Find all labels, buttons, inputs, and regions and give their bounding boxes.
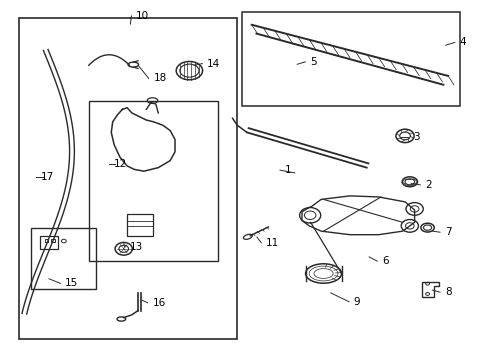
Text: 12: 12	[113, 159, 127, 169]
Text: 13: 13	[129, 242, 142, 252]
Text: 1: 1	[284, 165, 291, 175]
Text: 9: 9	[353, 297, 360, 307]
Text: 10: 10	[136, 11, 149, 21]
Text: 18: 18	[153, 73, 166, 84]
Text: 8: 8	[444, 287, 450, 297]
Text: 6: 6	[381, 256, 388, 266]
Text: 15: 15	[65, 278, 79, 288]
Text: 4: 4	[459, 37, 466, 48]
Text: 14: 14	[207, 59, 220, 68]
Text: 5: 5	[309, 57, 316, 67]
Bar	[19, 18, 237, 339]
Bar	[44, 239, 48, 242]
Bar	[89, 100, 218, 261]
Bar	[242, 12, 459, 106]
Text: 2: 2	[424, 180, 431, 190]
Text: 7: 7	[444, 227, 450, 237]
Bar	[31, 228, 96, 289]
Bar	[127, 213, 153, 237]
Bar	[51, 239, 55, 242]
Text: 16: 16	[152, 298, 165, 308]
Bar	[40, 237, 58, 249]
Text: 11: 11	[265, 238, 279, 248]
Text: 17: 17	[41, 172, 54, 182]
Text: 3: 3	[412, 132, 419, 142]
